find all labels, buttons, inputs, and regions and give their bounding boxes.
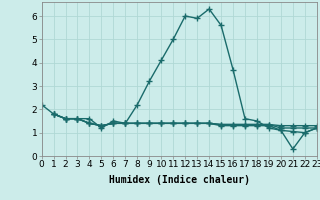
X-axis label: Humidex (Indice chaleur): Humidex (Indice chaleur) (109, 175, 250, 185)
